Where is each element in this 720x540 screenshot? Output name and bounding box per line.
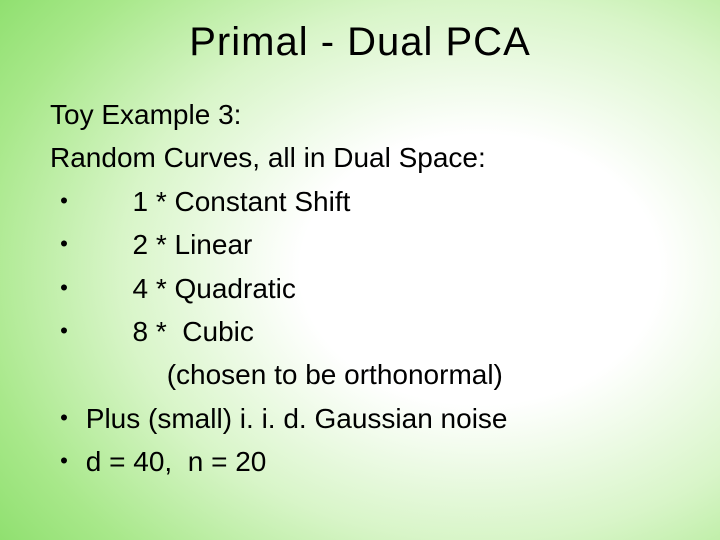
slide-body: Toy Example 3: Random Curves, all in Dua…	[50, 93, 670, 484]
term-constant: * Constant Shift	[148, 186, 350, 217]
coef-1: 1	[132, 186, 148, 217]
bullet-noise: ・ Plus (small) i. i. d. Gaussian noise	[50, 397, 670, 440]
slide: Primal - Dual PCA Toy Example 3: Random …	[0, 0, 720, 540]
dims-text: d = 40, n = 20	[86, 446, 267, 477]
term-quadratic: * Quadratic	[148, 273, 296, 304]
term-cubic: * Cubic	[148, 316, 254, 347]
term-linear: * Linear	[148, 229, 252, 260]
line-orthonormal: (chosen to be orthonormal)	[50, 353, 670, 396]
slide-title: Primal - Dual PCA	[50, 20, 670, 65]
bullet-quadratic: ・ 4 * Quadratic	[50, 267, 670, 310]
line-description: Random Curves, all in Dual Space:	[50, 136, 670, 179]
bullet-cubic: ・ 8 * Cubic	[50, 310, 670, 353]
bullet-linear: ・ 2 * Linear	[50, 223, 670, 266]
coef-2: 2	[132, 229, 148, 260]
coef-8: 8	[132, 316, 148, 347]
bullet-constant-shift: ・ 1 * Constant Shift	[50, 180, 670, 223]
bullet-dims: ・ d = 40, n = 20	[50, 440, 670, 483]
paren-note: (chosen to be orthonormal)	[167, 359, 503, 390]
line-subtitle: Toy Example 3:	[50, 93, 670, 136]
noise-text: Plus (small) i. i. d. Gaussian noise	[86, 403, 508, 434]
coef-4: 4	[132, 273, 148, 304]
